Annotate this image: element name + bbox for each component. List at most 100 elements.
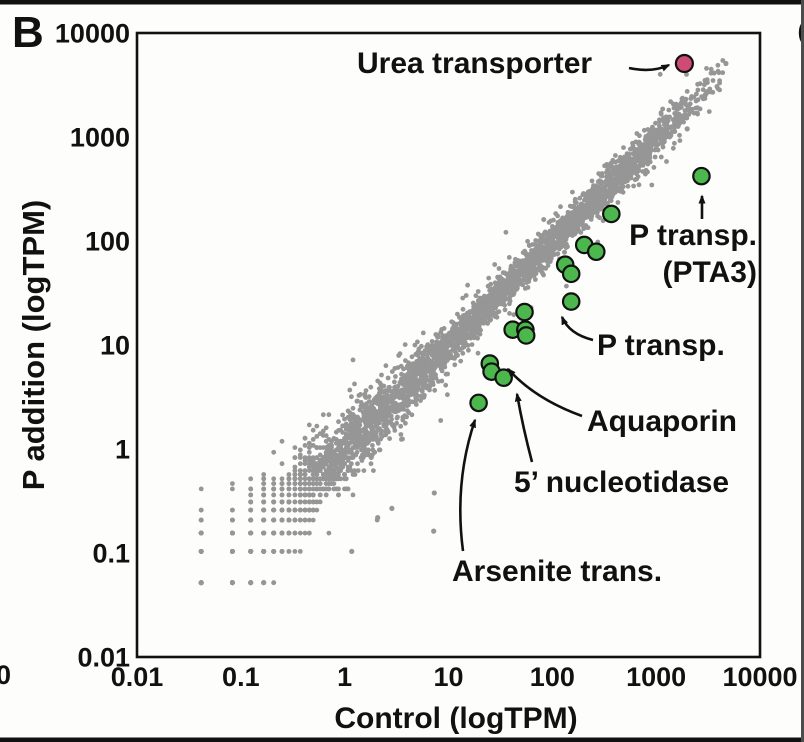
scatter-point xyxy=(314,507,320,513)
scatter-point xyxy=(577,195,583,201)
scatter-point xyxy=(248,499,254,505)
scatter-point xyxy=(486,275,492,281)
scatter-point xyxy=(412,342,418,348)
scatter-point xyxy=(569,204,575,210)
scatter-point xyxy=(440,333,446,339)
scatter-point xyxy=(349,468,354,473)
scatter-point xyxy=(261,499,267,505)
y-tick-label: 10000 xyxy=(55,19,130,49)
scatter-point xyxy=(230,530,235,536)
scatter-point xyxy=(248,476,254,482)
scatter-point xyxy=(605,167,610,173)
scatter-point xyxy=(541,272,546,278)
scatter-point xyxy=(547,248,552,254)
scatter-point xyxy=(271,530,277,536)
scatter-point xyxy=(452,348,458,354)
scatter-point xyxy=(470,300,476,306)
scatter-point xyxy=(596,171,602,177)
scatter-point xyxy=(373,424,379,429)
scatter-point xyxy=(279,476,285,482)
scatter-point xyxy=(507,271,513,276)
scatter-point xyxy=(402,342,408,347)
scatter-point xyxy=(353,438,359,444)
scatter-point xyxy=(702,96,708,101)
scatter-point xyxy=(350,492,356,498)
scatter-point xyxy=(345,468,351,473)
scatter-point xyxy=(715,62,721,68)
scatter-point xyxy=(362,436,367,442)
scatter-point xyxy=(441,326,447,331)
scatter-point xyxy=(358,392,363,397)
scatter-point xyxy=(408,373,413,378)
scatter-point xyxy=(492,292,498,297)
scatter-point xyxy=(326,412,332,418)
scatter-point xyxy=(595,213,600,219)
scatter-point xyxy=(661,127,667,133)
scatter-point xyxy=(469,342,475,347)
scatter-point xyxy=(511,312,517,318)
scatter-point xyxy=(248,549,254,554)
scatter-point xyxy=(500,277,506,283)
scatter-point xyxy=(306,486,312,492)
scatter-point xyxy=(479,304,485,309)
scatter-point xyxy=(392,394,398,400)
scatter-point xyxy=(358,438,363,444)
scatter-point xyxy=(697,81,703,87)
scatter-point xyxy=(592,207,598,213)
scatter-point xyxy=(668,99,673,104)
scatter-point xyxy=(355,461,360,467)
scatter-point xyxy=(652,154,658,160)
scatter-point xyxy=(478,327,483,333)
scatter-point xyxy=(248,486,254,492)
green-gene-point xyxy=(561,264,581,284)
y-tick-label: 1000 xyxy=(70,123,130,153)
scatter-point xyxy=(409,412,415,418)
scatter-point xyxy=(292,486,298,492)
scatter-point xyxy=(310,492,316,498)
scatter-point xyxy=(651,141,656,147)
scatter-point xyxy=(331,468,337,473)
scatter-point xyxy=(574,200,579,206)
scatter-point xyxy=(720,58,726,63)
scatter-point xyxy=(590,200,596,206)
annotation-label-nucleotidase: 5’ nucleotidase xyxy=(514,466,729,499)
background-scatter-points xyxy=(198,58,726,586)
scatter-point xyxy=(302,492,308,498)
scatter-point xyxy=(297,476,303,482)
scatter-point xyxy=(286,517,292,523)
scatter-point xyxy=(687,101,693,107)
scatter-point xyxy=(292,499,298,505)
scatter-point xyxy=(675,124,681,129)
scatter-point xyxy=(424,360,430,365)
scatter-point xyxy=(584,196,589,202)
scatter-point xyxy=(297,461,303,467)
stray-scatter-point xyxy=(723,60,729,67)
scatter-point xyxy=(317,458,323,463)
scatter-point xyxy=(306,517,312,523)
stray-scatter-point xyxy=(375,515,381,521)
scatter-point xyxy=(684,72,689,77)
scatter-point xyxy=(302,476,308,482)
scatter-point xyxy=(350,357,356,363)
scatter-point xyxy=(350,472,356,477)
scatter-point xyxy=(306,440,312,446)
scatter-point xyxy=(302,468,308,473)
scatter-point xyxy=(682,108,688,113)
scatter-point xyxy=(407,365,413,371)
scatter-point xyxy=(306,464,312,470)
scatter-point xyxy=(440,337,445,343)
scatter-point xyxy=(414,370,420,375)
scatter-point xyxy=(605,173,611,179)
stray-scatter-point xyxy=(431,490,437,496)
scatter-point xyxy=(602,163,607,169)
scatter-point xyxy=(626,151,632,157)
scatter-point xyxy=(672,140,677,146)
scatter-point xyxy=(375,401,380,406)
annotation-arrows xyxy=(459,63,706,552)
stray-scatter-points xyxy=(349,60,729,555)
scatter-point xyxy=(358,400,364,405)
scatter-point xyxy=(643,140,649,145)
scatter-point xyxy=(377,389,383,395)
scatter-point xyxy=(644,160,649,166)
scatter-point xyxy=(620,189,626,195)
